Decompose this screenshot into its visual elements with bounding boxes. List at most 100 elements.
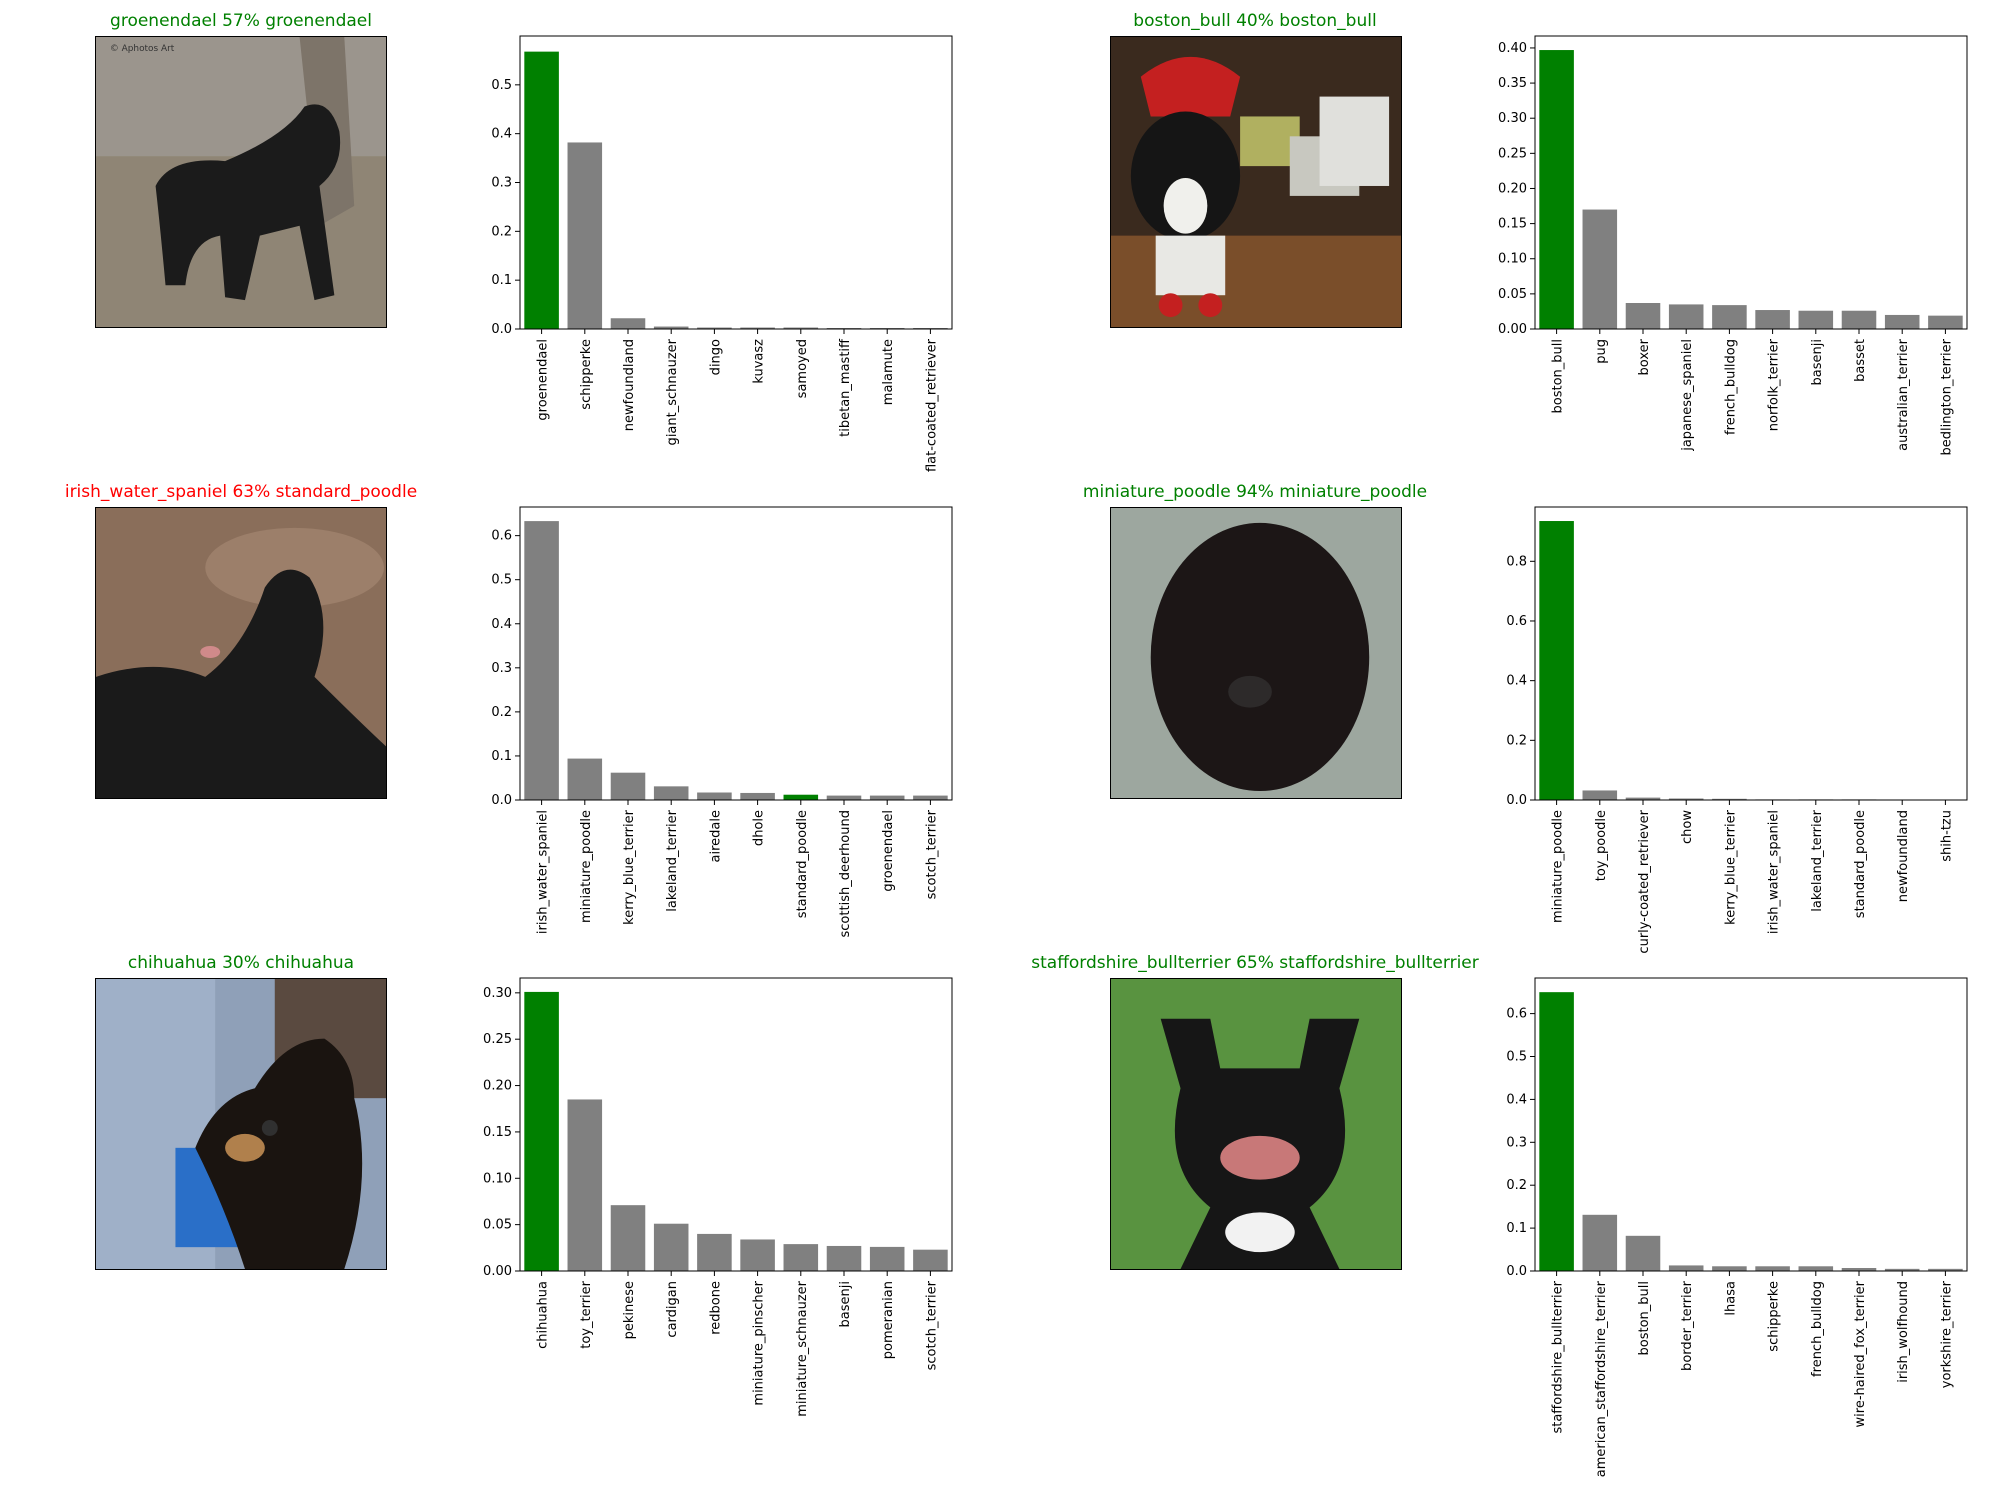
bar <box>1712 798 1747 800</box>
bar <box>610 318 646 329</box>
bar <box>1539 992 1574 1271</box>
y-tick-label: 0.15 <box>483 1125 512 1140</box>
bar <box>653 1223 689 1271</box>
bar <box>567 1099 603 1271</box>
bar <box>1841 310 1877 329</box>
x-tick-label: basenji <box>1810 339 1825 385</box>
y-tick-label: 0.10 <box>1498 252 1527 267</box>
y-tick-label: 0.8 <box>1506 554 1527 569</box>
bar <box>1928 315 1963 329</box>
bar <box>869 1246 905 1271</box>
image-title: irish_water_spaniel 63% standard_poodle <box>64 482 418 502</box>
x-tick-label: groenendael <box>536 339 551 421</box>
bar <box>740 792 775 800</box>
x-tick-label: scottish_deerhound <box>838 810 853 937</box>
y-tick-label: 0.30 <box>483 986 512 1001</box>
bar <box>1798 310 1834 329</box>
black-dog-photo-icon: © Aphotos Art <box>96 37 386 327</box>
y-tick-label: 0.4 <box>491 617 512 632</box>
y-tick-label: 0.2 <box>1506 1178 1527 1193</box>
x-tick-label: irish_water_spaniel <box>536 810 551 934</box>
bar <box>1712 1266 1747 1271</box>
x-tick-label: samoyed <box>795 339 810 398</box>
image-title: miniature_poodle 94% miniature_poodle <box>1082 482 1428 502</box>
x-tick-label: newfoundland <box>1896 810 1911 902</box>
bar <box>697 327 732 329</box>
bar <box>1539 50 1574 329</box>
bar <box>1668 304 1704 329</box>
dog-image <box>1110 978 1402 1270</box>
bar <box>524 991 559 1271</box>
bar <box>1841 1267 1877 1271</box>
dog-image <box>1110 507 1402 799</box>
y-tick-label: 0.0 <box>491 322 512 337</box>
y-tick-label: 0.10 <box>483 1171 512 1186</box>
y-tick-label: 0.0 <box>1506 1264 1527 1279</box>
y-tick-label: 0.30 <box>1498 111 1527 126</box>
x-tick-label: redbone <box>708 1281 723 1335</box>
x-tick-label: airedale <box>708 810 723 862</box>
plot-frame <box>1534 506 1968 801</box>
bar <box>740 1239 775 1271</box>
x-tick-label: dhole <box>752 810 767 846</box>
x-tick-label: basenji <box>838 1281 853 1327</box>
x-tick-label: staffordshire_bullterrier <box>1551 1280 1566 1433</box>
y-tick-label: 0.20 <box>483 1079 512 1094</box>
bar <box>1582 790 1618 800</box>
bar <box>1798 1266 1834 1271</box>
plot-frame <box>519 506 953 801</box>
bar <box>567 142 603 329</box>
dog-image: © Aphotos Art <box>95 36 387 328</box>
y-tick-label: 0.4 <box>1506 1092 1527 1107</box>
watermark: © Aphotos Art <box>110 44 175 54</box>
bar <box>826 1245 862 1271</box>
bar <box>826 795 862 800</box>
bar <box>1884 314 1920 329</box>
chihuahua-photo-icon <box>96 979 386 1269</box>
x-tick-label: norfolk_terrier <box>1767 338 1782 431</box>
x-tick-label: lakeland_terrier <box>665 809 680 911</box>
miniature-poodle-photo-icon <box>1111 508 1401 798</box>
y-tick-label: 0.15 <box>1498 217 1527 232</box>
x-tick-label: miniature_pinscher <box>752 1280 767 1405</box>
y-tick-label: 0.2 <box>1506 733 1527 748</box>
image-title: groenendael 57% groenendael <box>110 11 372 31</box>
bar-chart: 0.0 0.1 0.2 0.3 0.4 0.5 groenendael schipperke n… <box>491 35 953 472</box>
bar <box>524 51 559 329</box>
x-tick-label: boxer <box>1637 338 1652 375</box>
x-tick-label: lhasa <box>1723 1281 1738 1316</box>
dog-image <box>95 507 387 799</box>
x-tick-label: scotch_terrier <box>924 809 939 899</box>
bar <box>1712 305 1747 329</box>
x-tick-label: miniature_schnauzer <box>795 1280 810 1416</box>
bar <box>1928 1268 1963 1271</box>
bar <box>610 772 646 800</box>
y-tick-label: 0.3 <box>491 176 512 191</box>
x-tick-label: yorkshire_terrier <box>1939 1280 1954 1388</box>
x-tick-label: toy_poodle <box>1594 810 1609 881</box>
y-tick-label: 0.4 <box>1506 674 1527 689</box>
bar <box>567 758 603 800</box>
y-tick-label: 0.25 <box>483 1032 512 1047</box>
bar <box>913 1249 948 1271</box>
x-tick-label: boston_bull <box>1637 1281 1652 1355</box>
plot-frame <box>1534 977 1968 1272</box>
y-tick-label: 0.1 <box>491 273 512 288</box>
x-tick-label: wire-haired_fox_terrier <box>1853 1280 1868 1427</box>
image-title: boston_bull 40% boston_bull <box>1133 11 1377 31</box>
y-tick-label: 0.1 <box>1506 1221 1527 1236</box>
image-title: staffordshire_bullterrier 65% staffordsh… <box>1031 953 1479 973</box>
x-tick-label: scotch_terrier <box>924 1280 939 1370</box>
y-tick-label: 0.1 <box>491 749 512 764</box>
y-tick-label: 0.35 <box>1498 76 1527 91</box>
bar-chart: 0.0 0.2 0.4 0.6 0.8 miniature_poodle toy_poodl… <box>1506 506 1968 954</box>
y-tick-label: 0.40 <box>1498 41 1527 56</box>
y-tick-label: 0.3 <box>491 661 512 676</box>
x-tick-label: flat-coated_retriever <box>924 338 939 472</box>
x-tick-label: standard_poodle <box>1853 810 1868 918</box>
x-tick-label: pug <box>1594 339 1609 364</box>
x-tick-label: chihuahua <box>536 1281 551 1349</box>
x-tick-label: kerry_blue_terrier <box>1723 809 1738 924</box>
y-tick-label: 0.0 <box>1506 793 1527 808</box>
bar-chart: 0.00 0.05 0.10 0.15 0.20 0.25 0.30 chihuahua toy… <box>483 977 953 1417</box>
